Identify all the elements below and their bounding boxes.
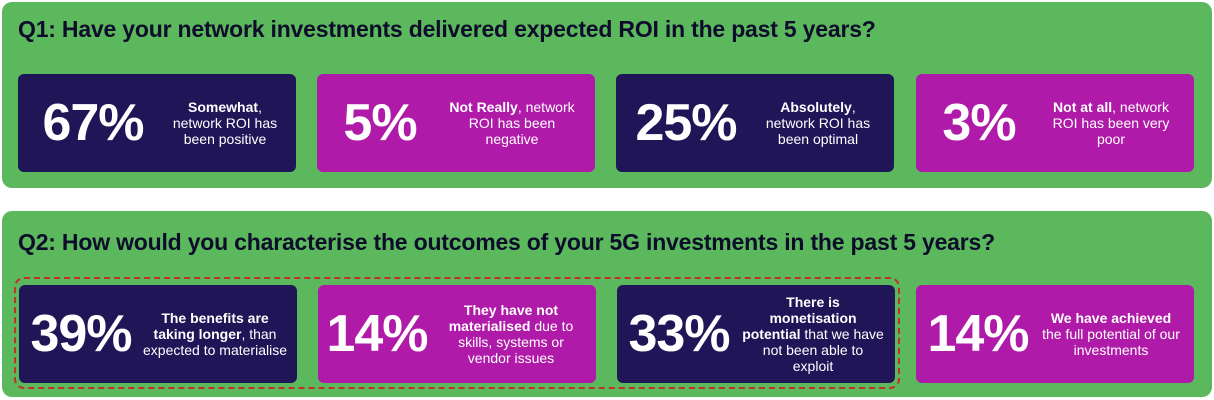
highlight-dashed-outline bbox=[14, 277, 900, 389]
q1-card-not-really-percent: 5% bbox=[343, 94, 417, 152]
q2-card-benefits-longer-bold: The benefits are taking longer bbox=[153, 310, 269, 342]
q2-card-not-materialised-rest: due to skills, systems or vendor issues bbox=[458, 318, 574, 366]
q2-card-monetisation-text: There is monetisation potential that we … bbox=[741, 294, 895, 374]
q1-card-absolutely-rest: , network ROI has been optimal bbox=[765, 99, 871, 147]
question-1-panel: Q1: Have your network investments delive… bbox=[2, 2, 1212, 188]
q2-card-not-materialised-text: They have not materialised due to skills… bbox=[436, 302, 596, 366]
q1-card-somewhat-percent: 67% bbox=[42, 94, 144, 152]
q1-card-somewhat-text: Somewhat, network ROI has been positive bbox=[168, 99, 296, 147]
q2-card-not-materialised-percent: 14% bbox=[326, 305, 428, 363]
q1-card-not-at-all: 3% Not at all, network ROI has been very… bbox=[916, 74, 1194, 172]
q1-card-absolutely-bold: Absolutely bbox=[780, 99, 852, 115]
q2-card-benefits-longer-rest: , than expected to materialise bbox=[143, 326, 287, 358]
q1-card-absolutely-text: Absolutely, network ROI has been optimal bbox=[756, 99, 894, 147]
q1-card-absolutely: 25% Absolutely, network ROI has been opt… bbox=[616, 74, 894, 172]
q2-card-benefits-longer: 39% The benefits are taking longer, than… bbox=[19, 285, 297, 383]
q1-card-not-at-all-rest: , network ROI has been very poor bbox=[1052, 99, 1170, 147]
q1-card-not-really-bold: Not Really bbox=[449, 99, 518, 115]
q1-card-not-really-text: Not Really, network ROI has been negativ… bbox=[443, 99, 595, 147]
q1-card-somewhat-bold: Somewhat bbox=[188, 99, 259, 115]
q2-card-benefits-longer-percent: 39% bbox=[30, 305, 132, 363]
q2-card-achieved-bold: We have achieved bbox=[1050, 310, 1172, 326]
q2-card-monetisation: 33% There is monetisation potential that… bbox=[617, 285, 895, 383]
q1-card-somewhat: 67% Somewhat, network ROI has been posit… bbox=[18, 74, 296, 172]
q1-card-absolutely-percent: 25% bbox=[635, 94, 737, 152]
q1-card-somewhat-rest: , network ROI has been positive bbox=[172, 99, 278, 147]
q2-card-benefits-longer-text: The benefits are taking longer, than exp… bbox=[143, 310, 297, 358]
q2-card-achieved-rest: the full potential of our investments bbox=[1042, 326, 1180, 358]
q2-card-monetisation-rest: that we have not been able to exploit bbox=[762, 326, 884, 374]
q2-card-achieved-percent: 14% bbox=[927, 305, 1029, 363]
q2-card-monetisation-percent: 33% bbox=[628, 305, 730, 363]
question-1-title: Q1: Have your network investments delive… bbox=[18, 16, 876, 42]
q1-card-not-really: 5% Not Really, network ROI has been nega… bbox=[317, 74, 595, 172]
q2-card-not-materialised: 14% They have not materialised due to sk… bbox=[318, 285, 596, 383]
q1-card-not-really-rest: , network ROI has been negative bbox=[468, 99, 575, 147]
question-2-title: Q2: How would you characterise the outco… bbox=[18, 229, 995, 255]
q1-card-not-at-all-bold: Not at all bbox=[1053, 99, 1113, 115]
q2-card-achieved: 14% We have achieved the full potential … bbox=[916, 285, 1194, 383]
q2-card-not-materialised-bold: They have not materialised bbox=[448, 302, 559, 334]
q1-card-not-at-all-percent: 3% bbox=[942, 94, 1016, 152]
q1-card-not-at-all-text: Not at all, network ROI has been very po… bbox=[1042, 99, 1194, 147]
question-2-panel: Q2: How would you characterise the outco… bbox=[2, 211, 1212, 397]
q2-card-monetisation-bold: There is monetisation potential bbox=[742, 294, 857, 342]
q2-card-achieved-text: We have achieved the full potential of o… bbox=[1040, 310, 1194, 358]
